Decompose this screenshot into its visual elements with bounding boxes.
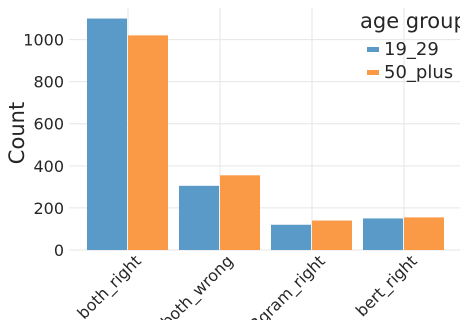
- bar-50_plus-both_right: [128, 35, 168, 250]
- bar-19_29-both_right: [87, 18, 127, 250]
- y-axis-label: Count: [5, 102, 29, 164]
- bar-50_plus-both_wrong: [220, 175, 260, 250]
- legend-title: age group: [360, 9, 460, 33]
- x-tick-label: bert_right: [352, 251, 422, 320]
- legend-label-19_29: 19_29: [384, 39, 439, 60]
- bar-19_29-3gram_right: [271, 224, 311, 250]
- x-tick-label: 3gram_right: [246, 251, 329, 320]
- bar-50_plus-bert_right: [404, 217, 444, 250]
- y-tick-label: 200: [33, 199, 64, 218]
- bar-50_plus-3gram_right: [312, 220, 352, 250]
- y-tick-label: 0: [54, 241, 64, 260]
- x-tick-label: both_right: [73, 251, 145, 320]
- y-tick-label: 1000: [23, 31, 64, 50]
- bars: [87, 18, 444, 250]
- y-tick-label: 400: [33, 157, 64, 176]
- legend-swatch-50_plus: [367, 70, 379, 75]
- bar-19_29-bert_right: [363, 218, 403, 250]
- x-tick-label: both_wrong: [157, 251, 237, 320]
- x-tick-labels: both_right both_wrong 3gram_right bert_righ…: [73, 251, 421, 320]
- y-tick-label: 800: [33, 73, 64, 92]
- legend-label-50_plus: 50_plus: [384, 62, 453, 83]
- bar-19_29-both_wrong: [179, 185, 219, 250]
- y-tick-labels: 0 200 400 600 800 1000: [23, 31, 64, 260]
- legend-swatch-19_29: [367, 47, 379, 52]
- y-tick-label: 600: [33, 115, 64, 134]
